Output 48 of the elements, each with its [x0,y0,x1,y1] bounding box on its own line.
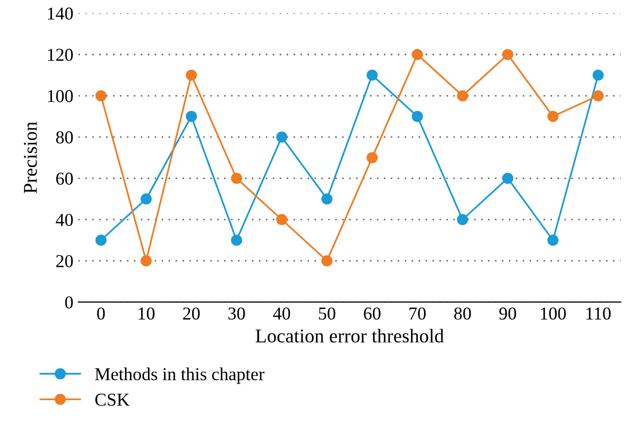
legend-label: Methods in this chapter [95,368,264,384]
point [547,234,558,246]
point [321,193,333,204]
point [592,70,604,81]
point [276,214,288,226]
point [456,90,468,102]
point [186,110,197,122]
x-tick-label: 0 [97,307,105,320]
x-tick-label: 80 [454,307,471,320]
x-tick-label: 60 [364,307,380,320]
y-tick-label: 100 [48,90,73,102]
point [321,255,333,266]
x-tick-label: 30 [228,307,245,320]
x-tick-label: 40 [273,307,290,320]
point [366,70,378,81]
point [95,90,107,102]
point [502,172,514,184]
point [592,90,604,102]
x-tick-label: 50 [318,307,336,320]
point [140,255,152,266]
point [502,48,514,60]
y-tick-label: 0 [65,296,73,309]
y-tick-label: 120 [48,48,73,61]
point [276,131,288,143]
y-tick-label: 20 [56,255,73,268]
point [186,70,197,81]
x-tick-label: 70 [410,307,426,320]
y-tick-label: 140 [48,7,73,20]
point [231,234,242,246]
point [456,214,468,226]
x-axis-title: Location error threshold [256,328,444,343]
y-tick-label: 80 [56,131,73,144]
x-tick-label: 90 [499,307,516,320]
point [412,110,423,122]
x-tick-label: 20 [183,307,200,320]
point [95,234,107,246]
y-tick-label: 60 [56,172,73,185]
x-tick-label: 100 [540,307,566,320]
point [231,172,242,184]
point [412,48,423,60]
legend-label: CSK [95,394,130,406]
point [140,193,152,204]
point [366,152,378,164]
x-tick-label: 110 [586,307,611,320]
x-tick-label: 10 [138,307,155,320]
point [547,110,558,122]
y-axis-title: Precision [24,122,37,194]
y-tick-label: 40 [56,214,73,226]
